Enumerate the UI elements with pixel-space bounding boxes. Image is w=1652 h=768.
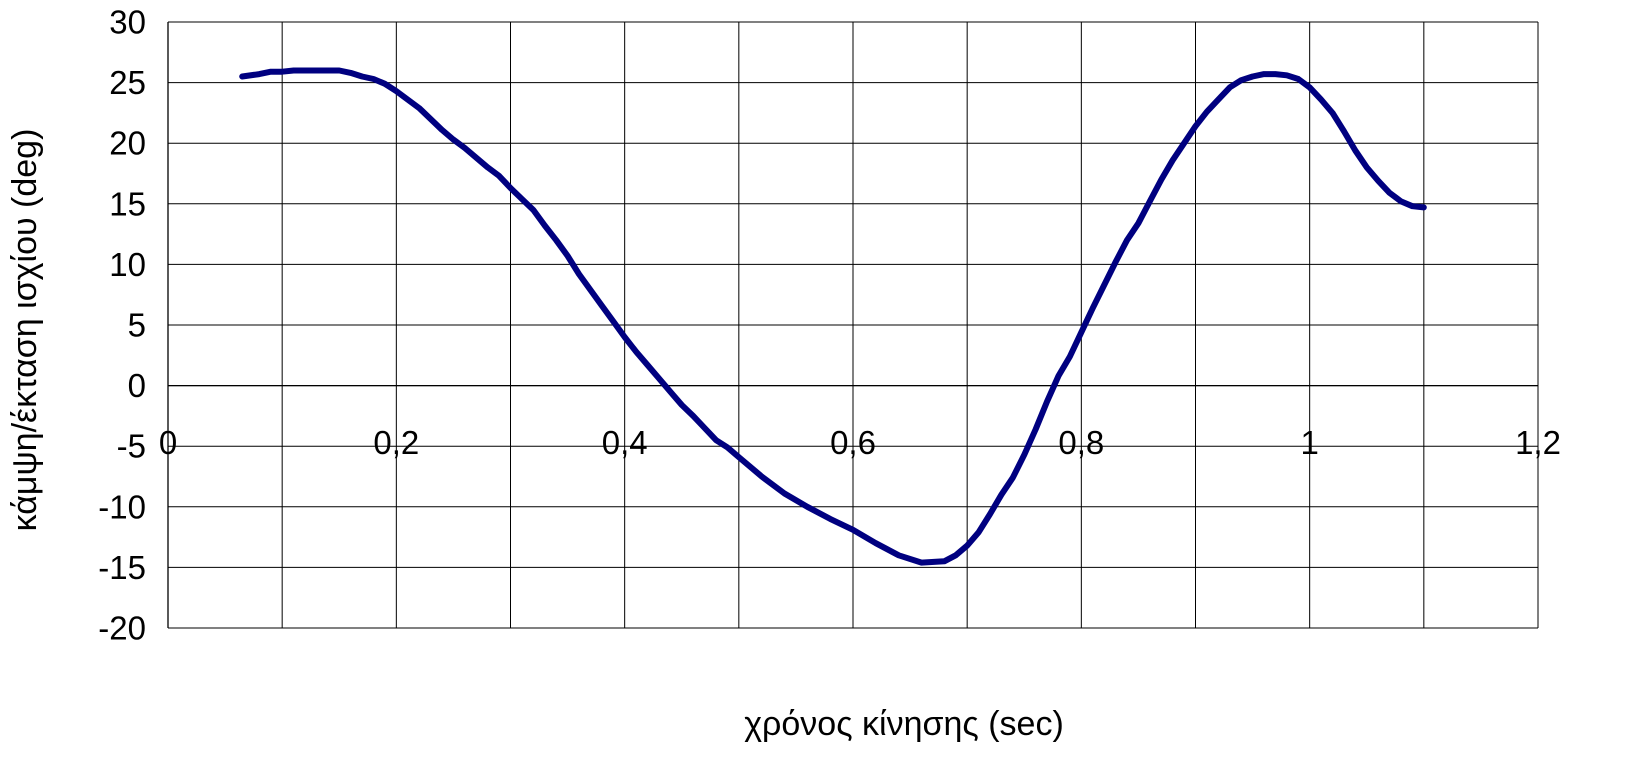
x-tick-label: 0,8 <box>1058 424 1104 461</box>
y-tick-label: -15 <box>98 549 146 586</box>
x-tick-label: 0,2 <box>373 424 419 461</box>
data-series <box>239 67 1427 566</box>
x-tick-label: 0,6 <box>830 424 876 461</box>
axes <box>167 22 1538 628</box>
x-tick-label: 0 <box>159 424 177 461</box>
x-tick-label: 1,2 <box>1515 424 1561 461</box>
y-axis-title: κάμψη/έκταση ισχίου (deg) <box>6 129 44 532</box>
y-tick-label: 0 <box>128 367 146 404</box>
y-tick-label: -20 <box>98 610 146 647</box>
y-tick-label: 20 <box>109 125 146 162</box>
x-tick-label: 1 <box>1300 424 1318 461</box>
y-tick-label: 15 <box>109 185 146 222</box>
x-axis-title: χρόνος κίνησης (sec) <box>744 705 1064 743</box>
tick-labels: -20 -15 -10 -5 0 5 10 15 20 25 30 0 0,2 0,4 0,6 0,8 1 1,2 <box>98 4 1561 647</box>
y-tick-label: -5 <box>117 428 146 465</box>
y-tick-label: 30 <box>109 4 146 41</box>
y-tick-label: -10 <box>98 488 146 525</box>
y-tick-label: 25 <box>109 64 146 101</box>
y-tick-label: 5 <box>128 307 146 344</box>
y-tick-label: 10 <box>109 246 146 283</box>
x-tick-label: 0,4 <box>602 424 648 461</box>
series-line <box>239 67 1427 566</box>
